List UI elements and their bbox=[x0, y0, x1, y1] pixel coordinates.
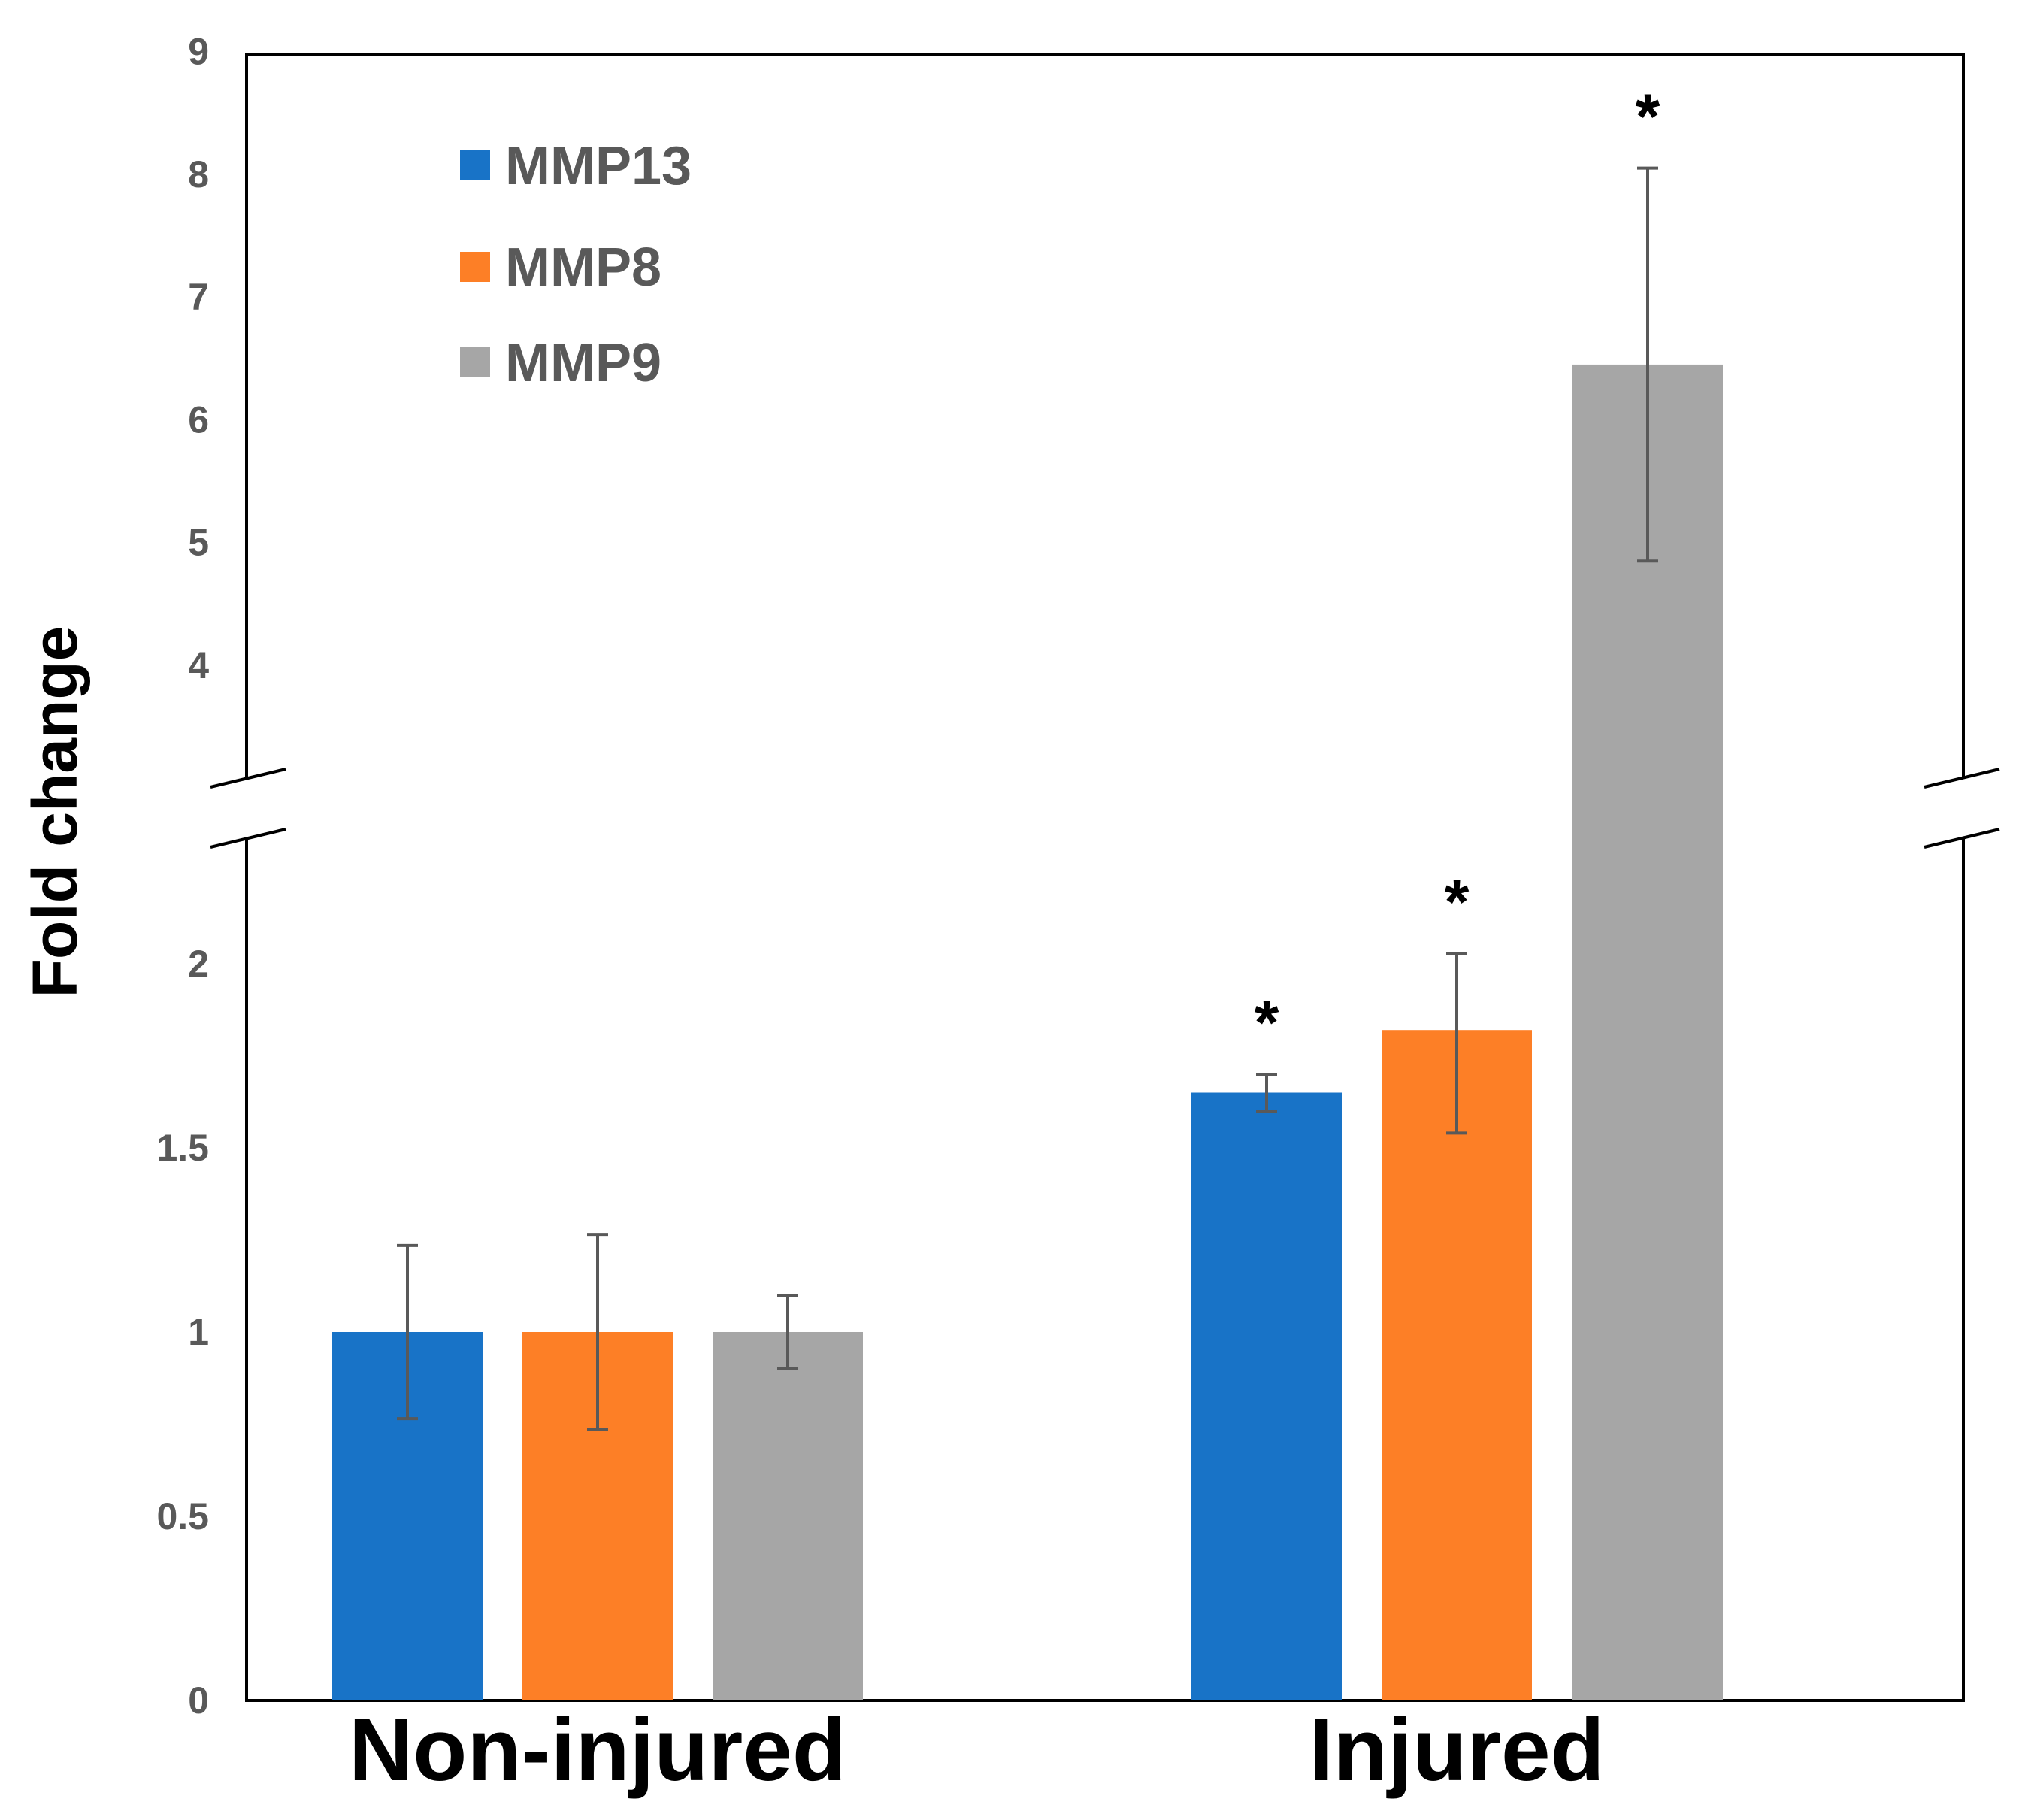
legend-label-mmp8: MMP8 bbox=[505, 238, 661, 298]
legend-swatch-mmp8 bbox=[460, 252, 490, 282]
legend-label-mmp13: MMP13 bbox=[505, 136, 692, 196]
y-tick-label: 6 bbox=[188, 398, 209, 441]
category-label: Non-injured bbox=[349, 1700, 846, 1800]
significance-marker: * bbox=[1255, 987, 1279, 1058]
axis-break-mark-left-1 bbox=[210, 768, 286, 789]
y-tick-label: 0 bbox=[188, 1679, 209, 1722]
axis-break-gap-left bbox=[239, 778, 254, 838]
y-tick-label: 5 bbox=[188, 522, 209, 564]
bar-mmp8-1 bbox=[1382, 1030, 1532, 1700]
category-label: Injured bbox=[1309, 1700, 1604, 1800]
y-tick-label: 4 bbox=[188, 644, 209, 686]
bar-mmp13-1 bbox=[1191, 1092, 1342, 1700]
bar-mmp9-0 bbox=[713, 1332, 863, 1700]
legend-label-mmp9: MMP9 bbox=[505, 333, 661, 393]
legend-swatch-mmp13 bbox=[460, 150, 490, 180]
y-tick-label: 2 bbox=[188, 943, 209, 985]
y-tick-label: 0.5 bbox=[156, 1495, 209, 1537]
bar-mmp9-1-break-segment bbox=[1572, 756, 1723, 861]
axis-break-mark-left-2 bbox=[210, 828, 286, 849]
y-tick-label: 7 bbox=[188, 276, 209, 318]
plot-frame bbox=[245, 53, 1965, 1702]
y-tick-label: 9 bbox=[188, 31, 209, 73]
y-tick-label: 8 bbox=[188, 153, 209, 195]
significance-marker: * bbox=[1636, 81, 1660, 152]
legend-swatch-mmp9 bbox=[460, 347, 490, 377]
significance-marker: * bbox=[1445, 866, 1470, 937]
axis-break-gap-right bbox=[1956, 778, 1971, 838]
axis-break-mark-right-2 bbox=[1924, 828, 2000, 849]
y-tick-label: 1 bbox=[188, 1311, 209, 1353]
y-axis-title: Fold change bbox=[20, 626, 90, 998]
bar-mmp9-1 bbox=[1572, 364, 1723, 1700]
y-tick-label: 1.5 bbox=[156, 1127, 209, 1169]
axis-break-mark-right-1 bbox=[1924, 768, 2000, 789]
